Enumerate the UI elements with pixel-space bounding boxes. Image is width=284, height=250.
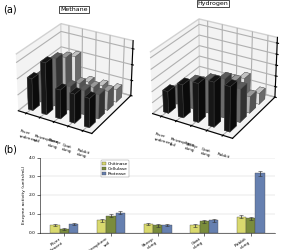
Text: (a): (a) [3, 5, 16, 15]
Text: (b): (b) [3, 145, 17, 155]
Legend: Chitinase, Cellulase, Protease: Chitinase, Cellulase, Protease [101, 160, 129, 178]
Bar [255, 174, 265, 233]
Bar [153, 226, 162, 232]
Bar [246, 218, 255, 232]
Title: Hydrogen: Hydrogen [198, 1, 228, 6]
Bar [209, 220, 218, 232]
Bar [116, 213, 125, 233]
Bar [69, 224, 78, 232]
Bar [144, 224, 153, 232]
Bar [106, 216, 116, 232]
Bar [51, 225, 60, 232]
Y-axis label: Enzyme activity (units/mL): Enzyme activity (units/mL) [22, 166, 26, 224]
Legend: 4th enrichment, 3rd enrichment, 2nd enrichment, 1st enrichment: 4th enrichment, 3rd enrichment, 2nd enri… [158, 40, 196, 59]
Bar [162, 224, 172, 232]
Title: Methane: Methane [60, 7, 87, 12]
Bar [97, 220, 106, 232]
Bar [60, 229, 69, 232]
Bar [237, 216, 246, 232]
Bar [190, 226, 200, 232]
Bar [200, 221, 209, 232]
